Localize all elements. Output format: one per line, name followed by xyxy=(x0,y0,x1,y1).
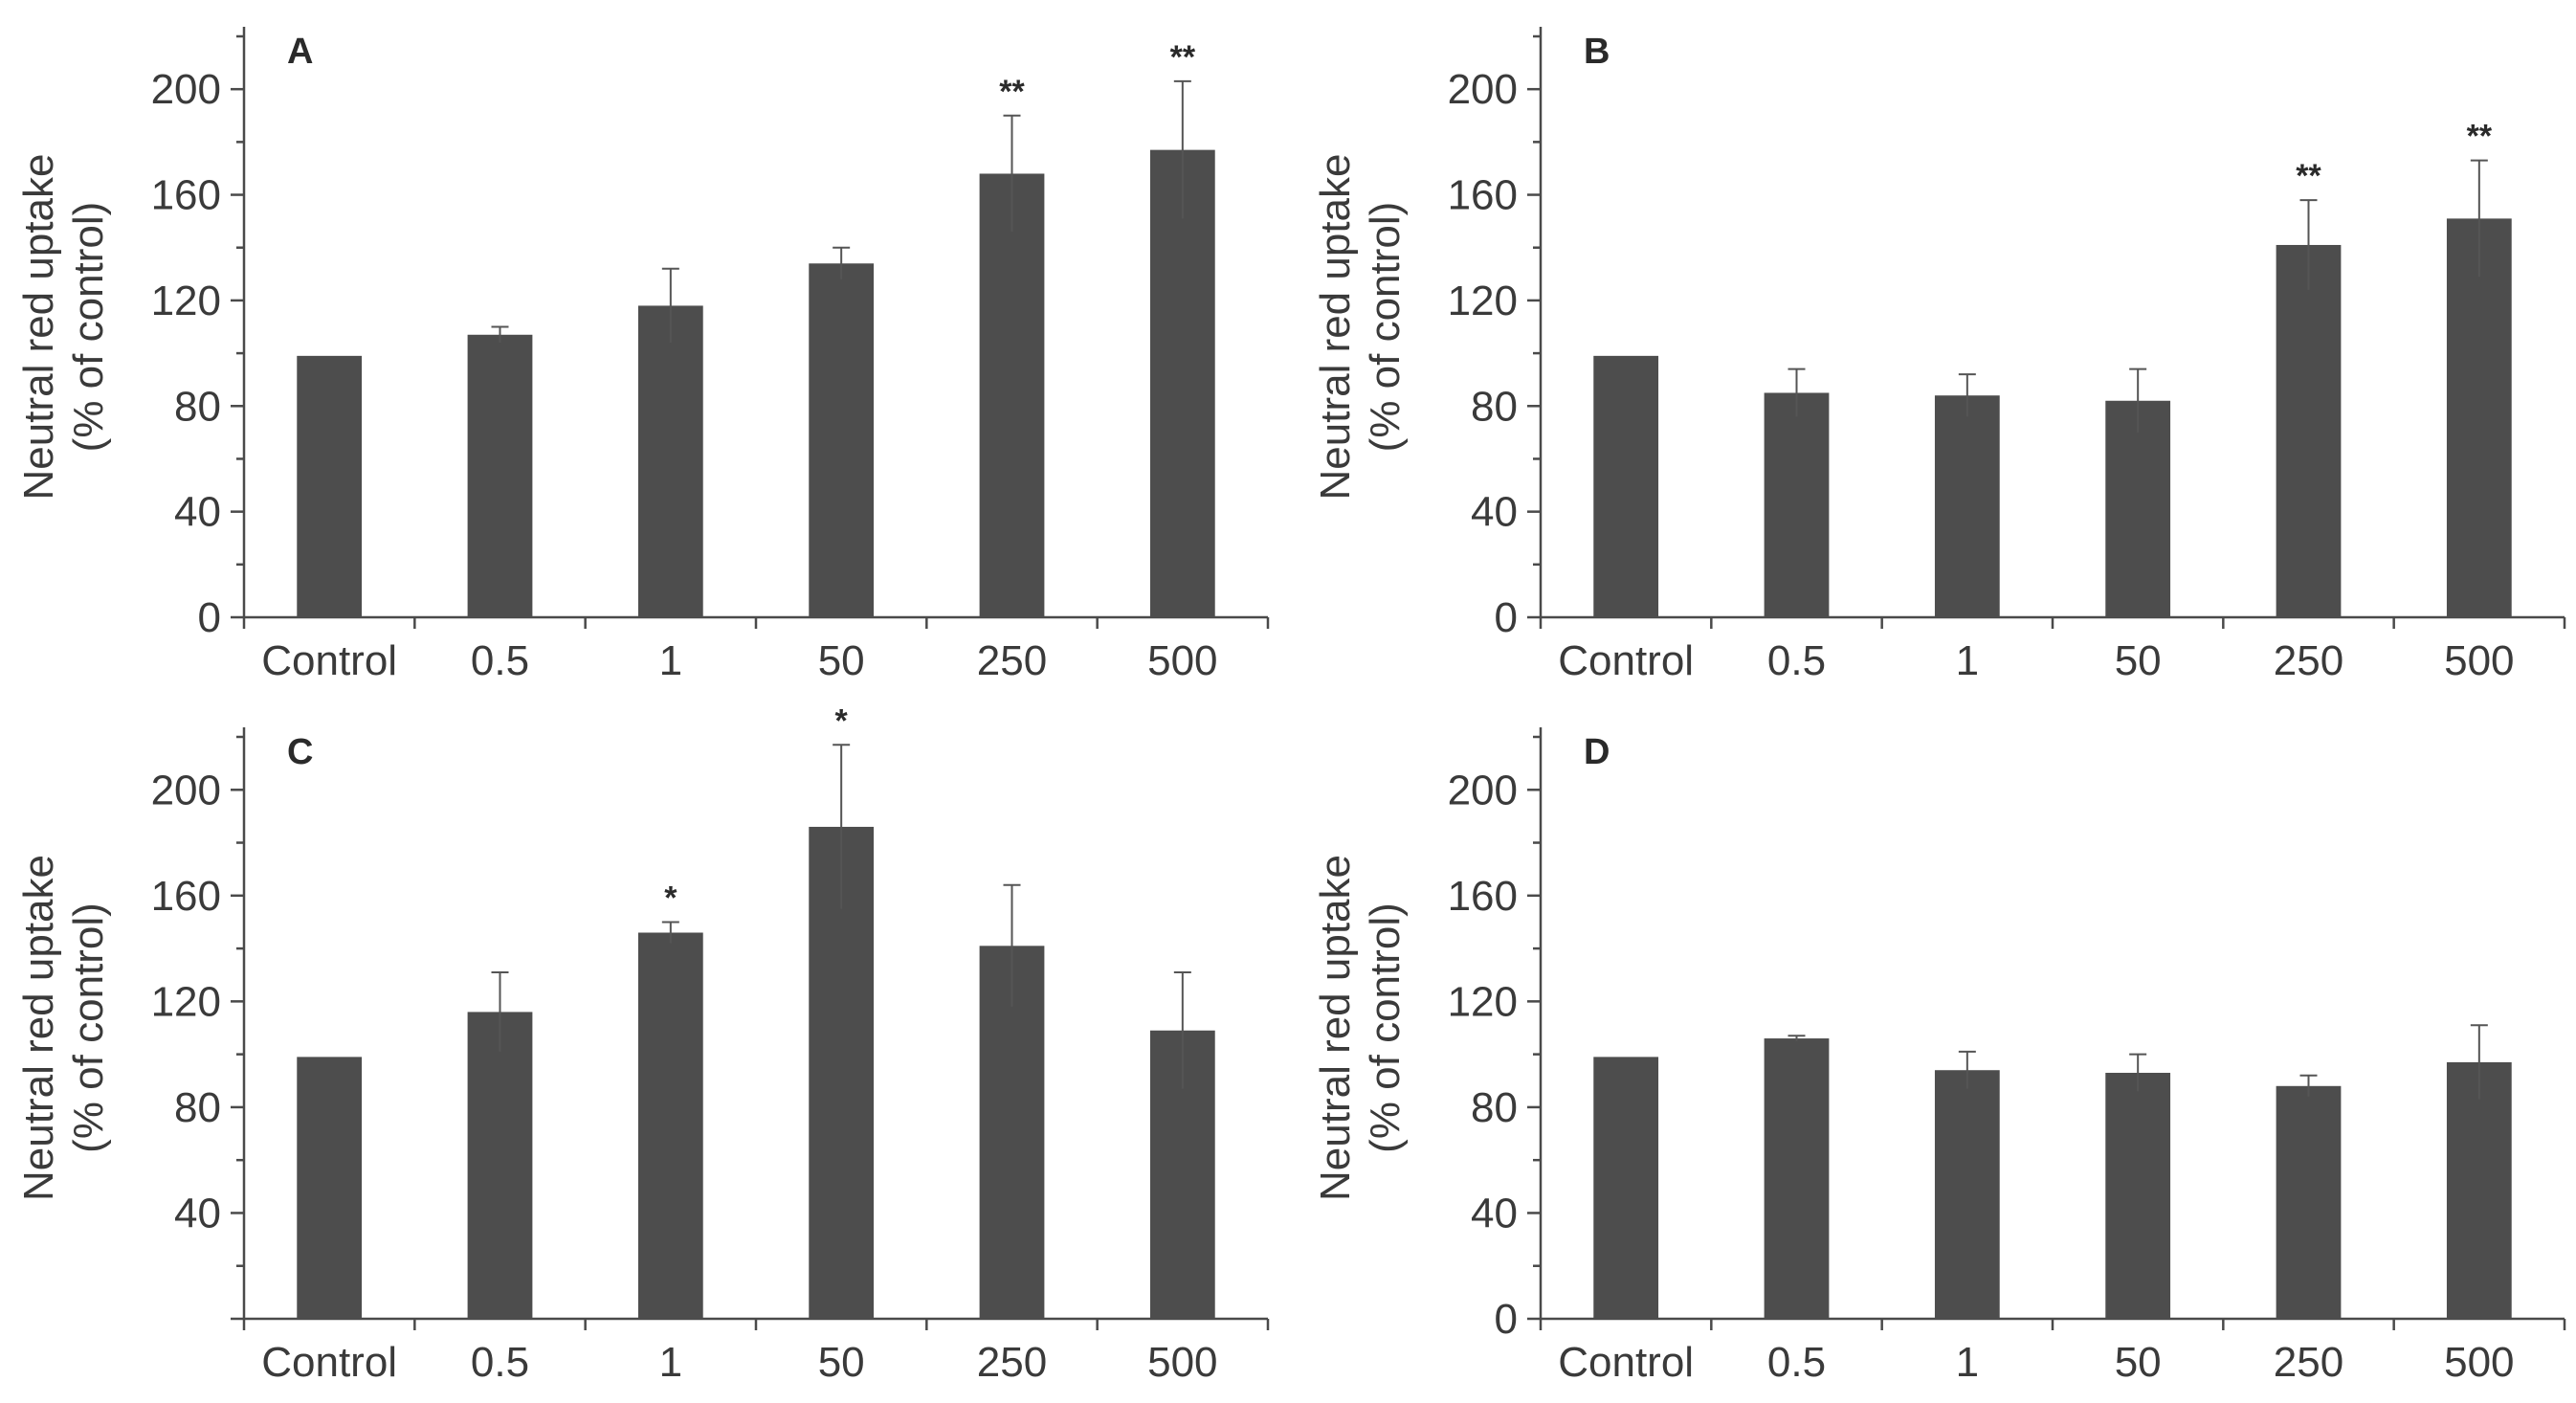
bar-control xyxy=(297,1057,363,1319)
x-tick-label: Control xyxy=(1558,1339,1694,1386)
bar-0-5 xyxy=(467,1012,533,1319)
panel-d: 0 40 80 120 160 200 Control 0.5 1 50 250 500 D Neutra… xyxy=(1312,727,2566,1386)
bar-250 xyxy=(979,946,1045,1319)
y-tick-label: 40 xyxy=(174,1190,221,1236)
x-tick-label: 500 xyxy=(2444,637,2514,684)
x-tick-label: 50 xyxy=(818,1339,865,1386)
y-tick-label: 120 xyxy=(1448,978,1518,1025)
y-tick-label: 120 xyxy=(151,978,221,1025)
bar-0-5 xyxy=(467,334,533,617)
y-tick-label: 40 xyxy=(1471,489,1518,536)
bar-0-5 xyxy=(1764,1038,1830,1319)
x-tick-label: Control xyxy=(1558,637,1694,684)
x-tick-label: 50 xyxy=(2115,637,2162,684)
significance-mark: ** xyxy=(1170,39,1196,76)
x-tick-label: 500 xyxy=(1147,1339,1217,1386)
bar-500 xyxy=(1149,149,1215,617)
bar-500 xyxy=(2446,218,2512,618)
x-tick-label: 0.5 xyxy=(1767,637,1826,684)
bar-50 xyxy=(2105,400,2171,617)
panel-c: 40 80 120 160 200 Control 0.5 * 1 * 50 250 500 C Neutr… xyxy=(15,702,1270,1386)
y-tick-label: 0 xyxy=(1495,1296,1518,1343)
y-tick-label: 0 xyxy=(1495,594,1518,641)
y-tick-label: 120 xyxy=(1448,278,1518,324)
x-tick-label: 0.5 xyxy=(471,637,529,684)
x-tick-label: 500 xyxy=(1147,637,1217,684)
bar-1 xyxy=(637,932,703,1319)
bar-control xyxy=(1593,1057,1659,1319)
y-tick-label: 200 xyxy=(1448,767,1518,813)
significance-mark: * xyxy=(835,702,849,739)
y-tick-label: 0 xyxy=(198,594,221,641)
y-axis-label: (% of control) xyxy=(1362,202,1409,453)
significance-mark: ** xyxy=(2467,119,2493,155)
y-tick-label: 200 xyxy=(151,66,221,113)
x-tick-label: 250 xyxy=(977,1339,1047,1386)
bar-250 xyxy=(979,173,1045,618)
y-axis-label: (% of control) xyxy=(65,902,112,1153)
x-tick-label: 250 xyxy=(977,637,1047,684)
x-tick-label: 50 xyxy=(2115,1339,2162,1386)
x-tick-label: Control xyxy=(261,1339,397,1386)
y-axis-label: (% of control) xyxy=(65,202,112,453)
panel-a: 0 40 80 120 160 200 Control 0.5 1 50 ** 250 ** 500 A Ne… xyxy=(15,27,1270,684)
x-tick-label: 250 xyxy=(2274,637,2343,684)
panel-letter: C xyxy=(287,732,313,772)
x-tick-label: 0.5 xyxy=(471,1339,529,1386)
y-tick-label: 160 xyxy=(1448,172,1518,219)
x-tick-label: 0.5 xyxy=(1767,1339,1826,1386)
bar-control xyxy=(1593,355,1659,617)
bar-1 xyxy=(1934,1070,2000,1319)
y-tick-label: 80 xyxy=(174,1084,221,1131)
bar-500 xyxy=(2446,1061,2512,1319)
y-tick-label: 40 xyxy=(174,489,221,536)
y-tick-label: 200 xyxy=(1448,66,1518,113)
bar-250 xyxy=(2276,244,2342,617)
y-tick-label: 200 xyxy=(151,767,221,813)
y-tick-label: 80 xyxy=(1471,383,1518,430)
significance-mark: ** xyxy=(2296,158,2321,194)
x-tick-label: 500 xyxy=(2444,1339,2514,1386)
panel-letter: A xyxy=(287,32,313,72)
y-tick-label: 160 xyxy=(151,873,221,920)
y-tick-label: 40 xyxy=(1471,1190,1518,1236)
bar-50 xyxy=(809,263,875,617)
significance-mark: * xyxy=(664,880,677,916)
panel-letter: D xyxy=(1584,732,1610,772)
y-tick-label: 120 xyxy=(151,278,221,324)
y-axis-label: Neutral red uptake xyxy=(1312,154,1359,501)
x-tick-label: 1 xyxy=(1956,637,1979,684)
bar-1 xyxy=(637,305,703,617)
bar-0-5 xyxy=(1764,392,1830,617)
bar-control xyxy=(297,355,363,617)
y-axis-label: Neutral red uptake xyxy=(15,154,62,501)
x-tick-label: 50 xyxy=(818,637,865,684)
x-tick-label: 1 xyxy=(659,637,682,684)
y-axis-label: (% of control) xyxy=(1362,902,1409,1153)
panel-b: 0 40 80 120 160 200 Control 0.5 1 50 ** 250 ** 500 B Ne… xyxy=(1312,27,2566,684)
significance-mark: ** xyxy=(999,74,1025,110)
bar-250 xyxy=(2276,1085,2342,1319)
y-axis-label: Neutral red uptake xyxy=(15,855,62,1201)
x-tick-label: 1 xyxy=(659,1339,682,1386)
y-axis-label: Neutral red uptake xyxy=(1312,855,1359,1201)
y-tick-label: 160 xyxy=(151,172,221,219)
x-tick-label: 1 xyxy=(1956,1339,1979,1386)
bar-1 xyxy=(1934,395,2000,617)
y-tick-label: 80 xyxy=(1471,1084,1518,1131)
y-tick-label: 160 xyxy=(1448,873,1518,920)
bar-50 xyxy=(2105,1072,2171,1319)
x-tick-label: Control xyxy=(261,637,397,684)
panel-letter: B xyxy=(1584,32,1610,72)
y-tick-label: 80 xyxy=(174,383,221,430)
x-tick-label: 250 xyxy=(2274,1339,2343,1386)
